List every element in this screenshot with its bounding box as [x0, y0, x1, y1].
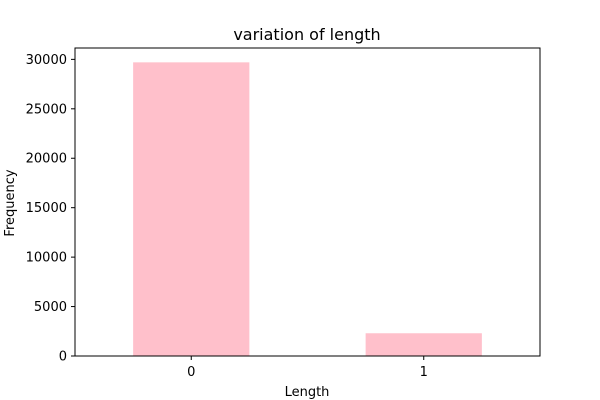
- y-tick-label: 30000: [26, 53, 67, 68]
- y-tick-label: 10000: [26, 251, 67, 266]
- y-tick-label: 5000: [34, 300, 67, 315]
- bars-group: [133, 62, 482, 357]
- y-tick-label: 0: [59, 350, 67, 365]
- bar-0: [133, 62, 250, 357]
- x-tick-label: 1: [420, 365, 428, 380]
- y-axis-label: Frequency: [3, 169, 18, 236]
- bar-1: [365, 333, 482, 356]
- plot-frame: [74, 47, 541, 357]
- x-tick-label: 0: [187, 365, 195, 380]
- y-tick-label: 25000: [26, 102, 67, 117]
- y-axis-ticks: 0 5000 10000 15000 20000 25000 30000: [26, 53, 75, 365]
- chart-title: variation of length: [233, 25, 380, 44]
- y-tick-label: 20000: [26, 152, 67, 167]
- x-axis-label: Length: [285, 385, 330, 400]
- y-tick-label: 15000: [26, 201, 67, 216]
